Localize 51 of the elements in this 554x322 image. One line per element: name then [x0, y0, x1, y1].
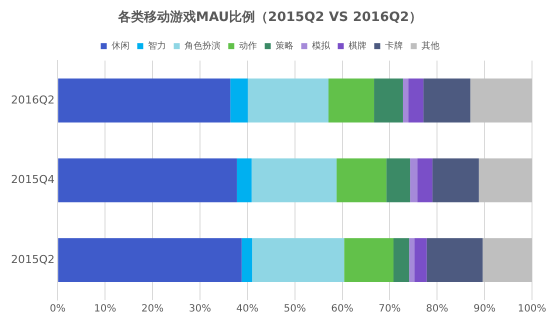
- y-tick-label: 2015Q4: [10, 173, 55, 186]
- x-tick-label: 60%: [331, 304, 354, 315]
- bar: [236, 158, 252, 202]
- x-tick-label: 0%: [50, 304, 66, 315]
- legend-label: 其他: [421, 40, 440, 52]
- legend-label: 策略: [275, 40, 294, 52]
- bar: [248, 78, 329, 122]
- bar: [478, 158, 532, 202]
- legend-label: 卡牌: [384, 40, 403, 52]
- legend-label: 休闲: [111, 40, 130, 52]
- bar: [336, 158, 386, 202]
- bar: [432, 158, 479, 202]
- legend-label: 模拟: [312, 40, 331, 52]
- bar: [414, 238, 427, 282]
- bar: [58, 78, 230, 122]
- x-tick-label: 10%: [94, 304, 116, 315]
- bar: [58, 158, 237, 202]
- bar: [242, 238, 252, 282]
- bar: [423, 78, 470, 122]
- bar: [328, 78, 374, 122]
- bar: [252, 238, 344, 282]
- bar: [374, 78, 403, 122]
- x-tick-label: 20%: [141, 304, 164, 315]
- bar: [482, 238, 532, 282]
- x-tick-label: 100%: [518, 304, 546, 315]
- legend-label: 角色扮演: [184, 40, 220, 52]
- bar: [252, 158, 337, 202]
- y-tick-label: 2016Q2: [10, 93, 55, 106]
- bar: [344, 238, 394, 282]
- x-tick-label: 30%: [188, 304, 212, 315]
- x-tick-label: 80%: [426, 304, 448, 315]
- bar: [408, 78, 424, 122]
- legend-label: 棋牌: [348, 40, 366, 52]
- x-tick-label: 40%: [236, 304, 259, 315]
- y-tick-label: 2015Q2: [10, 252, 55, 266]
- bar: [470, 78, 532, 122]
- bar: [417, 158, 432, 202]
- bar: [410, 158, 418, 202]
- bar: [393, 238, 410, 282]
- chart-title: 各类移动游戏MAU比例（2015Q2 VS 2016Q2）: [116, 10, 422, 26]
- x-tick-label: 90%: [473, 304, 496, 315]
- legend-label: 动作: [238, 40, 257, 52]
- bar: [409, 238, 414, 282]
- x-tick-label: 70%: [378, 304, 401, 315]
- bar: [230, 78, 248, 122]
- x-tick-label: 50%: [284, 304, 306, 315]
- bar: [426, 238, 483, 282]
- bar: [58, 238, 242, 282]
- bar: [386, 158, 410, 202]
- bar: [402, 78, 408, 122]
- legend-label: 智力: [148, 40, 166, 52]
